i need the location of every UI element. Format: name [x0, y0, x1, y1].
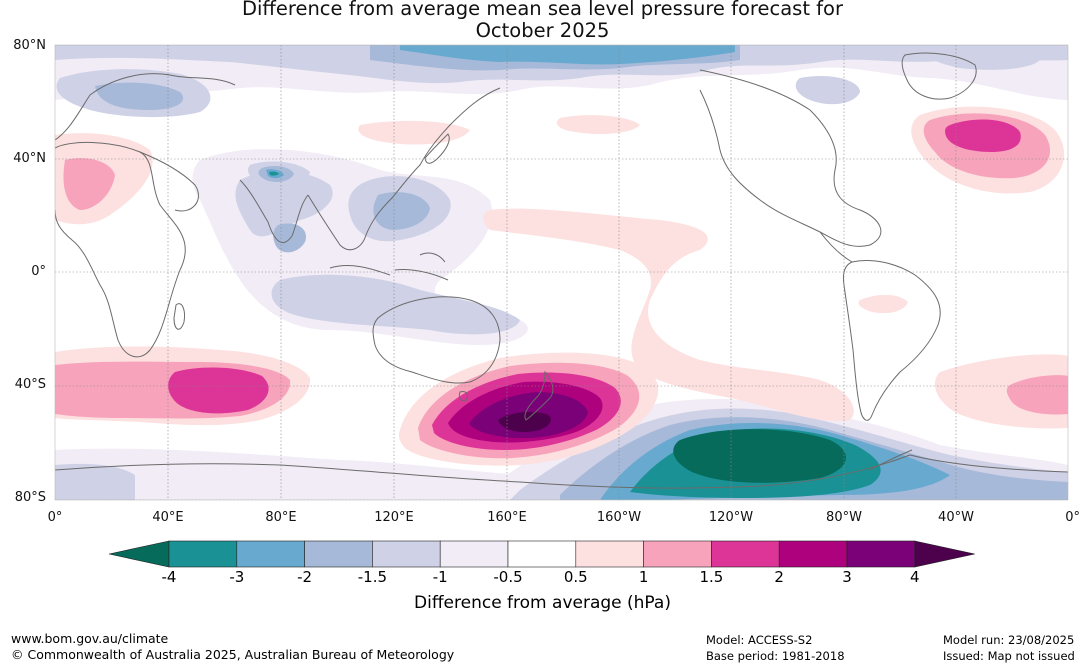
lon-label-160e: 160°E	[487, 510, 527, 525]
footer-url[interactable]: www.bom.gov.au/climate	[11, 631, 169, 646]
colorbar-arrow-low	[108, 540, 170, 568]
lon-label-80e: 80°E	[265, 510, 297, 525]
coast-new-zealand	[524, 370, 554, 421]
footer-model: Model: ACCESS-S2	[706, 633, 813, 647]
coast-antarctica	[55, 454, 1068, 489]
lon-label-40e: 40°E	[152, 510, 184, 525]
coast-indonesia	[329, 252, 449, 281]
colorbar-tick-label: -4	[161, 568, 177, 586]
graticule	[55, 45, 1068, 500]
coast-south-america	[842, 260, 941, 421]
colorbar-cell	[236, 540, 305, 568]
colorbar-tick-label: 0.5	[563, 568, 588, 586]
colorbar-cell	[304, 540, 373, 568]
north-atlantic-high-region	[911, 106, 1065, 194]
south-atlantic-high-region	[935, 354, 1068, 429]
lon-label-80w: 80°W	[826, 510, 862, 525]
lon-label-40w: 40°W	[938, 510, 974, 525]
lon-label-120w: 120°W	[708, 510, 754, 525]
colorbar-arrow-high	[914, 540, 975, 568]
footer-copyright: © Commonwealth of Australia 2025, Austra…	[11, 647, 455, 662]
lat-label-40s: 40°S	[14, 377, 46, 392]
coast-greenland	[901, 52, 977, 100]
coast-north-america	[699, 69, 882, 247]
map-frame	[54, 44, 1069, 501]
coast-madagascar	[173, 303, 185, 330]
lat-label-40n: 40°N	[13, 151, 46, 166]
colorbar-tick-label: 2	[774, 568, 784, 586]
colorbar-tick-label: -3	[229, 568, 245, 586]
map-title: Difference from average mean sea level p…	[0, 0, 1085, 42]
south-indian-ocean-high-region	[55, 346, 311, 426]
colorbar-cell	[575, 540, 644, 568]
colorbar-cell	[372, 540, 441, 568]
colorbar-cell	[507, 540, 577, 568]
coast-africa	[55, 141, 186, 358]
lat-label-80s: 80°S	[14, 490, 46, 505]
coast-japan	[424, 133, 450, 164]
colorbar-cell	[711, 540, 780, 568]
footer-model-run: Model run: 23/08/2025	[943, 633, 1075, 647]
southern-ocean-low-region	[55, 398, 1068, 500]
colorbar-cell	[439, 540, 509, 568]
coast-india	[239, 179, 309, 243]
colorbar-cell	[846, 540, 916, 568]
new-zealand-high-region	[398, 352, 659, 466]
coast-tasmania	[458, 391, 469, 401]
title-line-2: October 2025	[475, 19, 610, 42]
colorbar-tick-label: 1	[638, 568, 649, 586]
coast-australia	[372, 296, 501, 384]
colorbar-label: Difference from average (hPa)	[414, 593, 671, 613]
lon-label-0-right: 0°	[1065, 510, 1080, 525]
coastlines	[55, 52, 1068, 489]
colorbar-cell	[168, 540, 238, 568]
colorbar-tick-label: 1.5	[699, 568, 724, 586]
coast-antarctic-peninsula	[869, 449, 913, 471]
lon-label-160w: 160°W	[596, 510, 642, 525]
colorbar-tick-label: -0.5	[493, 568, 523, 586]
lon-label-0-left: 0°	[47, 510, 63, 525]
title-line-1: Difference from average mean sea level p…	[242, 0, 843, 20]
asia-pacific-low-region	[192, 149, 528, 345]
lat-label-equator: 0°	[31, 264, 46, 279]
lat-label-80n: 80°N	[13, 38, 46, 53]
colorbar-tick-label: -1	[432, 568, 448, 586]
colorbar-cell	[778, 540, 848, 568]
colorbar-tick-label: -1.5	[357, 568, 388, 586]
colorbar-tick-label: 4	[910, 568, 920, 586]
footer-issued: Issued: Map not issued	[943, 649, 1075, 663]
footer-base-period: Base period: 1981-2018	[706, 649, 845, 663]
mediterranean-high-region	[55, 133, 153, 225]
colorbar-tick-label: -2	[297, 568, 313, 586]
colorbar-tick-label: 3	[842, 568, 852, 586]
coast-central-america	[819, 231, 853, 263]
coast-europe	[55, 73, 236, 141]
tropical-pacific-high-region	[358, 115, 908, 421]
coast-east-asia	[307, 87, 501, 251]
lon-label-120e: 120°E	[374, 510, 414, 525]
arctic-low-region	[55, 45, 1068, 118]
colorbar-cell	[643, 540, 712, 568]
